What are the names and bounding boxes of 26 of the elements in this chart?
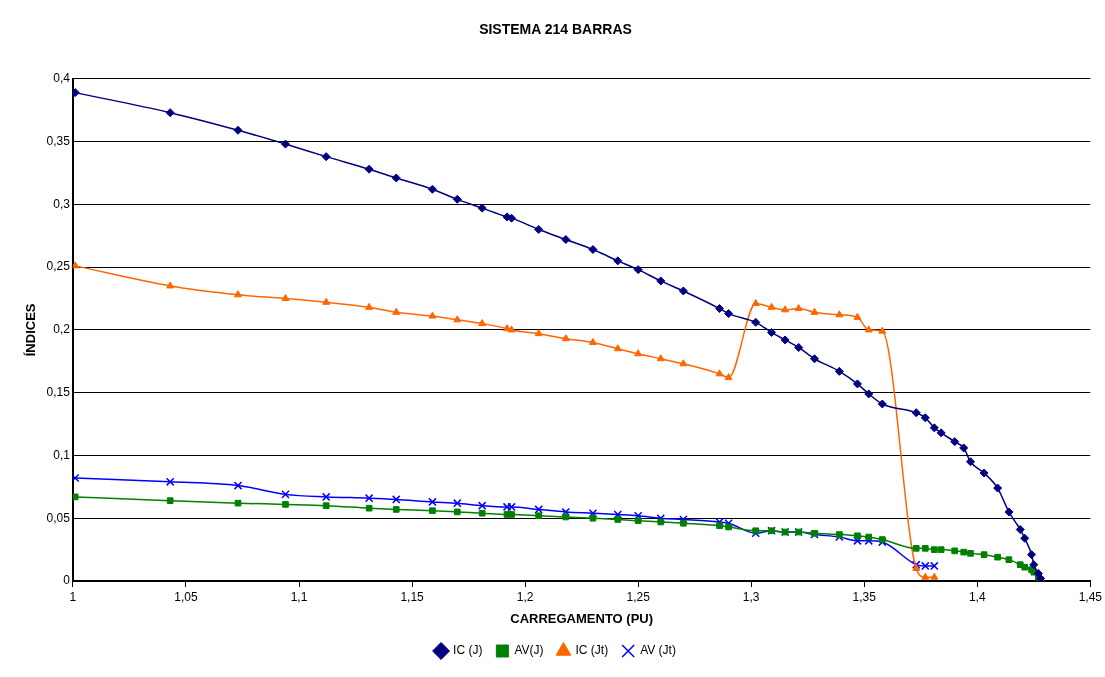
x-tick-label: 1,25 bbox=[626, 589, 651, 604]
x-tick-label: 1,1 bbox=[290, 589, 308, 604]
legend-label: IC (J) bbox=[453, 643, 483, 658]
x-tick-label: 1 bbox=[69, 589, 77, 604]
x-tick-label: 1,3 bbox=[742, 589, 760, 604]
y-tick-label: 0,05 bbox=[46, 510, 71, 525]
x-tick-label: 1,4 bbox=[968, 589, 986, 604]
y-tick-label: 0,3 bbox=[53, 196, 71, 211]
x-tick-label: 1,35 bbox=[852, 589, 877, 604]
x-tick-label: 1,45 bbox=[1078, 589, 1103, 604]
y-tick-label: 0,25 bbox=[46, 259, 71, 274]
y-tick-label: 0,2 bbox=[53, 322, 71, 337]
x-tick-label: 1,05 bbox=[174, 589, 198, 604]
y-axis-title: ÍNDICES bbox=[23, 303, 39, 357]
y-tick-label: 0,35 bbox=[46, 133, 71, 148]
legend-label: IC (Jt) bbox=[575, 643, 609, 658]
x-tick-label: 1,15 bbox=[400, 589, 425, 604]
y-tick-label: 0,4 bbox=[53, 71, 71, 86]
chart-title: SISTEMA 214 BARRAS bbox=[479, 21, 632, 38]
x-axis-title: CARREGAMENTO (PU) bbox=[510, 610, 654, 626]
y-tick-label: 0,15 bbox=[46, 384, 71, 399]
legend-label: AV(J) bbox=[514, 643, 544, 658]
x-tick-label: 1,2 bbox=[516, 589, 534, 604]
y-tick-label: 0,1 bbox=[53, 447, 71, 462]
y-tick-label: 0 bbox=[63, 573, 71, 588]
legend-label: AV (Jt) bbox=[640, 643, 676, 658]
